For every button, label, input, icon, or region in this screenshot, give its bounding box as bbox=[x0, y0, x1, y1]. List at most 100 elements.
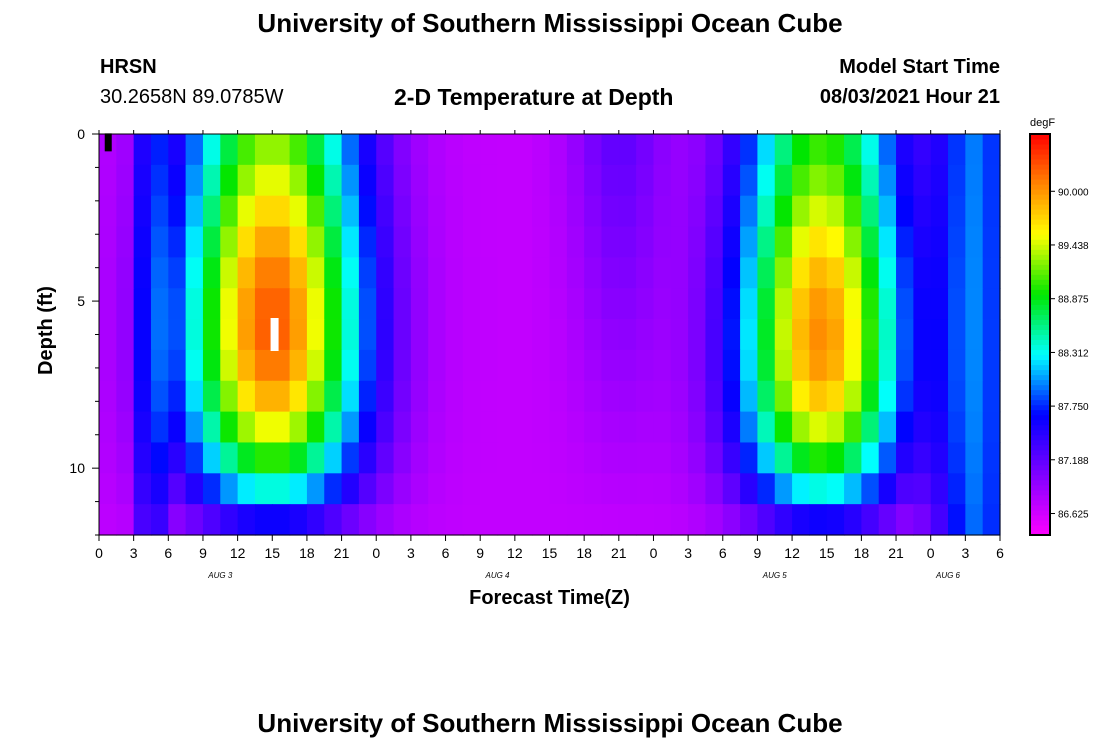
heatmap-cell bbox=[948, 380, 966, 413]
heatmap-cell bbox=[774, 164, 793, 197]
heatmap-cell bbox=[462, 288, 481, 320]
heatmap-cell bbox=[740, 195, 759, 228]
heatmap-cell bbox=[618, 134, 637, 166]
heatmap-cell bbox=[462, 442, 481, 474]
heatmap-cell bbox=[792, 380, 811, 413]
heatmap-cell bbox=[341, 134, 360, 166]
heatmap-cell bbox=[480, 349, 499, 382]
heatmap-cell bbox=[722, 504, 741, 536]
heatmap-cell bbox=[445, 442, 464, 474]
heatmap-cell bbox=[566, 473, 585, 505]
heatmap-cell bbox=[480, 164, 499, 197]
heatmap-cell bbox=[774, 349, 793, 382]
heatmap-cell bbox=[410, 473, 429, 505]
heatmap-cell bbox=[601, 380, 620, 413]
heatmap-cell bbox=[254, 164, 273, 197]
heatmap-cell bbox=[185, 442, 204, 474]
heatmap-cell bbox=[254, 288, 273, 320]
heatmap-cell bbox=[324, 195, 343, 228]
heatmap-cell bbox=[324, 473, 343, 505]
heatmap-cell bbox=[254, 504, 273, 536]
heatmap-cell bbox=[376, 473, 395, 505]
heatmap-cell bbox=[809, 411, 828, 444]
heatmap-cell bbox=[653, 504, 672, 536]
heatmap-cell bbox=[341, 226, 360, 258]
heatmap-cell bbox=[982, 257, 1001, 289]
heatmap-cell bbox=[670, 319, 689, 351]
chart-title: 2-D Temperature at Depth bbox=[394, 84, 674, 110]
heatmap-cell bbox=[549, 288, 568, 320]
heatmap-cell bbox=[480, 288, 499, 320]
heatmap-cell bbox=[462, 473, 481, 505]
heatmap-cell bbox=[861, 195, 880, 228]
heatmap-cell bbox=[792, 473, 811, 505]
colorbar: degF 86.625 87.188 87.750 88.312 88.875 89.43… bbox=[1029, 117, 1089, 536]
heatmap-cell bbox=[99, 257, 117, 289]
heatmap-cell bbox=[393, 504, 412, 536]
heatmap-cell bbox=[306, 226, 325, 258]
heatmap-cell bbox=[705, 473, 724, 505]
heatmap-cell bbox=[670, 164, 689, 197]
colorbar-swatch bbox=[1030, 274, 1050, 280]
x-tick-label: 21 bbox=[611, 545, 627, 561]
heatmap-cell bbox=[930, 226, 949, 258]
heatmap-cell bbox=[202, 442, 221, 474]
heatmap-cell bbox=[272, 134, 291, 166]
heatmap-cell bbox=[306, 134, 325, 166]
colorbar-swatch bbox=[1030, 514, 1050, 521]
colorbar-swatch bbox=[1030, 439, 1050, 446]
heatmap-cell bbox=[237, 319, 256, 351]
x-tick-label: 12 bbox=[230, 545, 246, 561]
colorbar-swatch bbox=[1030, 364, 1050, 371]
heatmap-cell bbox=[185, 319, 204, 351]
heatmap-cell bbox=[688, 226, 707, 258]
heatmap-cell bbox=[809, 226, 828, 258]
heatmap-cell bbox=[774, 226, 793, 258]
heatmap-cell bbox=[670, 349, 689, 382]
heatmap-cell bbox=[705, 195, 724, 228]
heatmap-cell bbox=[861, 288, 880, 320]
heatmap-cell bbox=[532, 164, 551, 197]
x-tick-label: 3 bbox=[961, 545, 969, 561]
heatmap-cell bbox=[809, 442, 828, 474]
heatmap-cell bbox=[826, 504, 845, 536]
colorbar-swatch bbox=[1030, 209, 1050, 215]
heatmap-cell bbox=[930, 473, 949, 505]
heatmap-cell bbox=[722, 257, 741, 289]
heatmap-cell bbox=[428, 411, 447, 444]
heatmap-cell bbox=[549, 349, 568, 382]
heatmap-cell bbox=[913, 504, 932, 536]
heatmap-cell bbox=[792, 319, 811, 351]
colorbar-swatch bbox=[1030, 399, 1050, 406]
heatmap-cell bbox=[653, 473, 672, 505]
heatmap-cell bbox=[930, 411, 949, 444]
heatmap-cell bbox=[774, 504, 793, 536]
heatmap-cell bbox=[549, 319, 568, 351]
y-tick-label: 10 bbox=[69, 460, 85, 476]
heatmap-cell bbox=[445, 380, 464, 413]
heatmap-cell bbox=[878, 473, 897, 505]
heatmap-cell bbox=[913, 319, 932, 351]
heatmap-cell bbox=[168, 504, 187, 536]
heatmap-cell bbox=[688, 288, 707, 320]
heatmap-cell bbox=[393, 226, 412, 258]
heatmap-cell bbox=[341, 195, 360, 228]
heatmap-cell bbox=[670, 504, 689, 536]
heatmap-cell bbox=[549, 473, 568, 505]
heatmap-cell bbox=[497, 442, 516, 474]
heatmap-cell bbox=[462, 411, 481, 444]
heatmap-cell bbox=[133, 411, 152, 444]
heatmap-cell bbox=[514, 134, 533, 166]
heatmap-cell bbox=[861, 257, 880, 289]
heatmap-cell bbox=[133, 442, 152, 474]
heatmap-cell bbox=[289, 164, 308, 197]
heatmap-cell bbox=[168, 257, 187, 289]
heatmap-cell bbox=[722, 349, 741, 382]
heatmap-cell bbox=[462, 164, 481, 197]
colorbar-swatch bbox=[1030, 334, 1050, 341]
heatmap-cell bbox=[930, 319, 949, 351]
heatmap-cell bbox=[341, 473, 360, 505]
heatmap-cell bbox=[722, 288, 741, 320]
heatmap-cell bbox=[705, 226, 724, 258]
heatmap-cell bbox=[185, 164, 204, 197]
